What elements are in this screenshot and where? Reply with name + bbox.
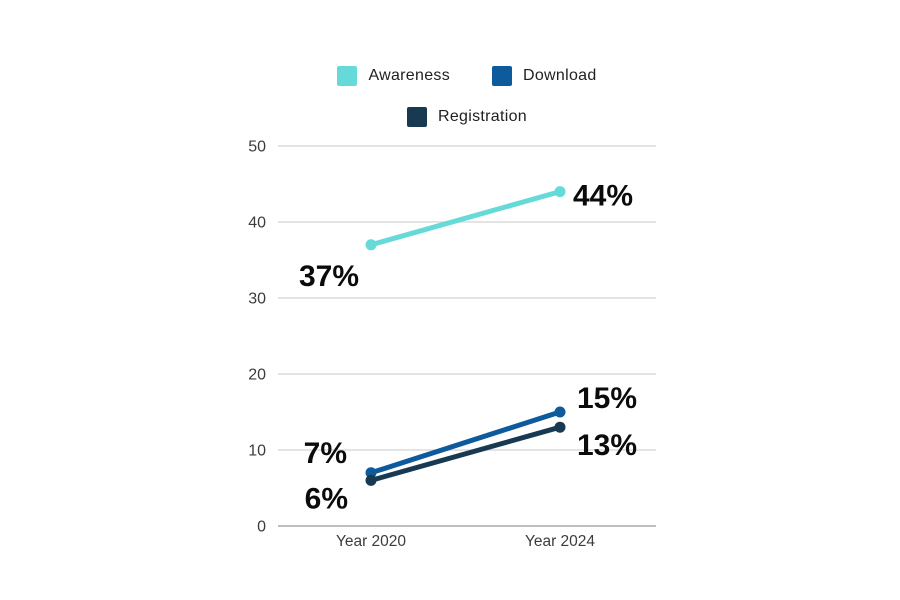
y-tick-label-30: 30 [248, 291, 266, 308]
registration-line [368, 424, 563, 483]
download-point-0 [365, 467, 377, 479]
legend-item-registration: Registration [407, 107, 527, 127]
registration-value-label-0: 6% [305, 482, 348, 515]
awareness-line [368, 189, 563, 248]
legend-swatch-download [492, 66, 512, 86]
download-point-1 [554, 406, 566, 418]
y-tick-label-40: 40 [248, 215, 266, 232]
y-tick-label-20: 20 [248, 367, 266, 384]
legend-item-download: Download [492, 66, 597, 86]
chart-legend: Awareness Download Registration [278, 66, 656, 127]
legend-item-awareness: Awareness [337, 66, 450, 86]
y-tick-label-50: 50 [248, 139, 266, 156]
registration-point-0 [365, 474, 377, 486]
download-value-label-0: 7% [304, 437, 347, 470]
registration-point-1 [554, 421, 566, 433]
legend-swatch-registration [407, 107, 427, 127]
legend-row: Awareness Download [337, 66, 596, 86]
awareness-value-label-1: 44% [573, 180, 633, 213]
download-line [368, 409, 563, 476]
y-tick-label-10: 10 [248, 443, 266, 460]
y-tick-label-0: 0 [257, 519, 266, 536]
x-tick-label-year-2020: Year 2020 [336, 533, 406, 550]
awareness-value-label-0: 37% [299, 260, 359, 293]
legend-row: Registration [407, 107, 527, 127]
legend-label-awareness: Awareness [368, 67, 450, 84]
awareness-point-0 [365, 239, 377, 251]
legend-swatch-awareness [337, 66, 358, 86]
x-tick-label-year-2024: Year 2024 [525, 533, 595, 550]
download-value-label-1: 15% [577, 382, 637, 415]
awareness-point-1 [554, 186, 566, 198]
legend-label-registration: Registration [438, 108, 527, 125]
legend-label-download: Download [523, 67, 597, 84]
registration-value-label-1: 13% [577, 429, 637, 462]
